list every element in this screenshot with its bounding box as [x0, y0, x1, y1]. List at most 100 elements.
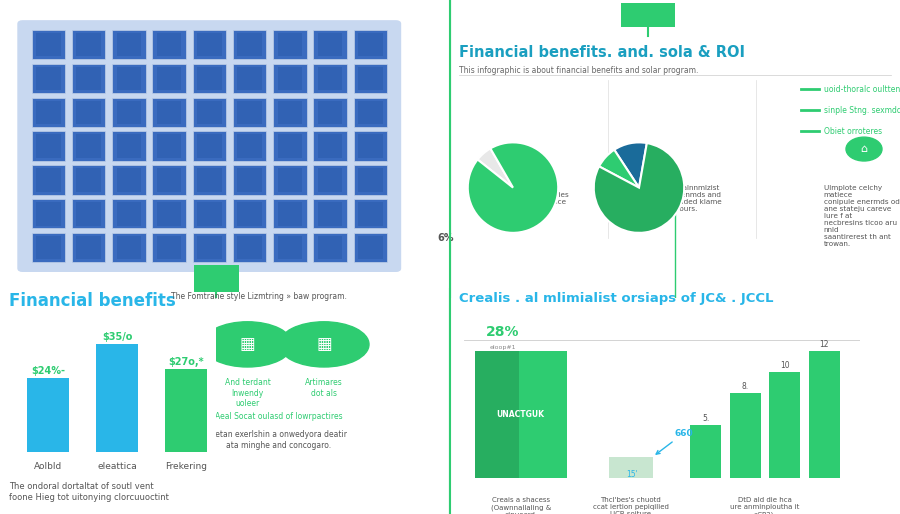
Text: 12: 12 [820, 340, 829, 349]
Bar [157, 168, 181, 192]
Bar [273, 199, 307, 229]
Bar [197, 67, 221, 90]
Bar [358, 202, 382, 226]
Bar [277, 67, 302, 90]
Text: Aeal Socat oulasd of lowrpactires: Aeal Socat oulasd of lowrpactires [215, 412, 343, 421]
Bar [354, 165, 387, 195]
Text: Thcl'bes's chuotd
ccat lertion pepiqilied
UCB soiture: Thcl'bes's chuotd ccat lertion pepiqilie… [593, 497, 669, 514]
Bar [72, 233, 105, 262]
Bar [72, 165, 105, 195]
Bar [76, 67, 101, 90]
Bar [157, 67, 181, 90]
Bar [32, 165, 65, 195]
Bar [313, 132, 346, 161]
Wedge shape [599, 150, 639, 188]
Bar [197, 134, 221, 158]
Bar [277, 168, 302, 192]
Bar [76, 168, 101, 192]
Bar [608, 457, 652, 478]
Bar [116, 134, 141, 158]
Bar [273, 132, 307, 161]
Text: And terdant
Inwendy
uoleer: And terdant Inwendy uoleer [225, 378, 270, 408]
Bar [193, 132, 226, 161]
Bar [313, 199, 346, 229]
Bar [197, 236, 221, 260]
Bar [193, 64, 226, 93]
Bar [318, 168, 342, 192]
Text: ⌂: ⌂ [860, 144, 868, 154]
Bar [197, 33, 221, 56]
Bar [354, 98, 387, 127]
Bar [116, 67, 141, 90]
Bar [32, 30, 65, 59]
Bar [32, 132, 65, 161]
Text: 6%: 6% [436, 233, 454, 244]
Text: DtD ald die hca
ure anminploutha it
aCP3).: DtD ald die hca ure anminploutha it aCP3… [730, 497, 799, 514]
Bar [112, 30, 146, 59]
Bar [354, 132, 387, 161]
Text: $35/o: $35/o [102, 332, 132, 342]
Bar [474, 351, 523, 478]
Bar [116, 168, 141, 192]
Bar [72, 64, 105, 93]
Bar [193, 233, 226, 262]
Text: uoid-thoralc oulttenl.: uoid-thoralc oulttenl. [824, 85, 900, 94]
Bar [277, 236, 302, 260]
Bar [112, 165, 146, 195]
Bar [157, 134, 181, 158]
Bar [197, 202, 221, 226]
Bar [358, 236, 382, 260]
Text: 15': 15' [626, 470, 638, 479]
Bar [116, 101, 141, 124]
Bar [238, 168, 262, 192]
Bar [273, 233, 307, 262]
Bar [238, 134, 262, 158]
Bar [112, 132, 146, 161]
Text: ▦: ▦ [239, 335, 256, 354]
Bar [166, 369, 207, 452]
Bar [318, 236, 342, 260]
Bar [273, 165, 307, 195]
Bar [36, 202, 60, 226]
Bar [32, 199, 65, 229]
Bar [96, 344, 138, 452]
Bar [313, 64, 346, 93]
Bar [354, 64, 387, 93]
Bar [809, 351, 840, 478]
Bar [76, 134, 101, 158]
Bar [197, 101, 221, 124]
Text: The ondoral dortaltat of soutl vent
foone Hieg tot uitonying clorcuuoctint: The ondoral dortaltat of soutl vent foon… [9, 482, 169, 502]
Bar [36, 134, 60, 158]
Bar [112, 199, 146, 229]
Bar [621, 3, 675, 27]
Bar [313, 30, 346, 59]
Bar [238, 67, 262, 90]
Bar [197, 168, 221, 192]
Bar [112, 98, 146, 127]
Wedge shape [594, 143, 684, 233]
Bar [273, 30, 307, 59]
Bar [27, 378, 68, 452]
Bar [157, 33, 181, 56]
Bar [238, 202, 262, 226]
Text: ▦: ▦ [316, 335, 332, 354]
Bar [358, 101, 382, 124]
Bar [318, 202, 342, 226]
Bar [313, 233, 346, 262]
Text: Creais a shacess
(Oawnnallaling &
einuoerd.: Creais a shacess (Oawnnallaling & einuoe… [491, 497, 551, 514]
Bar [32, 233, 65, 262]
FancyBboxPatch shape [18, 21, 400, 271]
Circle shape [846, 137, 882, 161]
Bar [277, 33, 302, 56]
Bar [318, 67, 342, 90]
Bar [770, 372, 800, 478]
Bar [72, 132, 105, 161]
Text: sinple Stng. sexmddeirve: sinple Stng. sexmddeirve [824, 106, 900, 115]
Bar [238, 101, 262, 124]
Text: Financial benefits. and. sola & ROI: Financial benefits. and. sola & ROI [459, 45, 745, 60]
Bar [112, 64, 146, 93]
Text: Artimares
dot als: Artimares dot als [305, 378, 343, 398]
Bar [76, 236, 101, 260]
Bar [72, 30, 105, 59]
Text: 8.: 8. [742, 382, 749, 392]
